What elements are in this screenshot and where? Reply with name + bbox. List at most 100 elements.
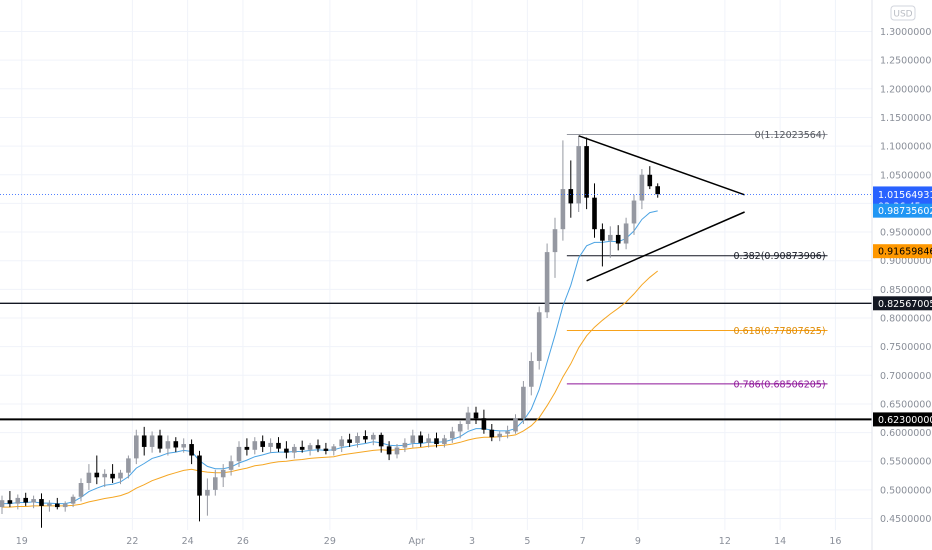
candle[interactable] bbox=[552, 217, 558, 278]
candle[interactable] bbox=[220, 464, 226, 488]
candle[interactable] bbox=[442, 434, 447, 448]
candle[interactable] bbox=[149, 431, 155, 453]
candle[interactable] bbox=[615, 225, 621, 251]
candle[interactable] bbox=[513, 414, 518, 434]
candle[interactable] bbox=[70, 494, 76, 508]
candle[interactable] bbox=[608, 226, 613, 258]
candle[interactable] bbox=[560, 140, 566, 241]
candle[interactable] bbox=[15, 494, 21, 510]
candle[interactable] bbox=[244, 438, 250, 456]
candle[interactable] bbox=[39, 493, 44, 528]
candle[interactable] bbox=[181, 438, 186, 453]
candle[interactable] bbox=[394, 444, 400, 459]
candle[interactable] bbox=[592, 183, 597, 238]
candle[interactable] bbox=[426, 433, 431, 448]
candle[interactable] bbox=[505, 425, 510, 439]
candle[interactable] bbox=[307, 442, 313, 456]
candle[interactable] bbox=[189, 439, 194, 465]
candle[interactable] bbox=[536, 306, 542, 370]
candle[interactable] bbox=[331, 444, 337, 456]
candle[interactable] bbox=[568, 160, 574, 218]
candle[interactable] bbox=[197, 450, 202, 522]
candle[interactable] bbox=[47, 500, 52, 512]
candle[interactable] bbox=[173, 437, 179, 453]
candle[interactable] bbox=[450, 426, 455, 443]
candle[interactable] bbox=[584, 137, 589, 210]
candle[interactable] bbox=[465, 406, 471, 430]
triangle-pattern bbox=[578, 135, 745, 282]
candle[interactable] bbox=[489, 424, 495, 442]
candle[interactable] bbox=[386, 441, 392, 461]
candle[interactable] bbox=[647, 166, 653, 190]
candle[interactable] bbox=[363, 430, 368, 443]
y-tick-label: 0.90000000 bbox=[880, 256, 932, 267]
candle[interactable] bbox=[323, 442, 329, 455]
candle[interactable] bbox=[473, 406, 479, 424]
candle[interactable] bbox=[457, 421, 463, 439]
candle[interactable] bbox=[7, 491, 13, 508]
candle[interactable] bbox=[110, 464, 115, 484]
candle[interactable] bbox=[434, 432, 439, 448]
candle-body bbox=[260, 441, 265, 447]
price-axis[interactable]: 1.30000000 1.25000000 1.20000000 1.15000000… bbox=[880, 27, 932, 525]
candle[interactable] bbox=[165, 435, 171, 456]
candle[interactable] bbox=[639, 169, 645, 210]
candle[interactable] bbox=[0, 495, 5, 514]
candle[interactable] bbox=[141, 426, 147, 456]
candle[interactable] bbox=[213, 469, 218, 496]
candle[interactable] bbox=[228, 455, 234, 476]
candle[interactable] bbox=[134, 429, 139, 465]
y-tick-label: 0.95000000 bbox=[880, 228, 932, 239]
candle[interactable] bbox=[521, 381, 526, 424]
candle[interactable] bbox=[23, 492, 28, 506]
candle[interactable] bbox=[126, 455, 131, 479]
candle[interactable] bbox=[62, 501, 68, 512]
candle[interactable] bbox=[292, 444, 297, 459]
candle[interactable] bbox=[600, 223, 605, 267]
candle[interactable] bbox=[497, 431, 502, 442]
candle[interactable] bbox=[576, 135, 581, 212]
candle[interactable] bbox=[315, 439, 321, 453]
candle[interactable] bbox=[118, 469, 123, 485]
candle[interactable] bbox=[418, 431, 423, 447]
currency-badge[interactable]: USD bbox=[890, 5, 916, 21]
candle-body bbox=[236, 446, 242, 462]
candle[interactable] bbox=[299, 440, 305, 453]
candle-body bbox=[149, 435, 155, 447]
candle[interactable] bbox=[284, 441, 289, 459]
candle[interactable] bbox=[631, 194, 637, 235]
candle[interactable] bbox=[86, 464, 92, 490]
candle[interactable] bbox=[355, 432, 360, 448]
candle[interactable] bbox=[94, 455, 100, 485]
candle[interactable] bbox=[655, 183, 660, 198]
candle[interactable] bbox=[260, 435, 265, 453]
candle[interactable] bbox=[371, 432, 376, 446]
fib-level-label: 0(1.12023564) bbox=[755, 130, 826, 141]
triangle-trendline[interactable] bbox=[586, 211, 745, 282]
candle[interactable] bbox=[623, 217, 629, 250]
candle[interactable] bbox=[378, 432, 384, 453]
candle[interactable] bbox=[347, 433, 352, 447]
candle[interactable] bbox=[529, 352, 534, 396]
candle[interactable] bbox=[481, 409, 487, 434]
candlesticks[interactable] bbox=[0, 135, 660, 528]
candle[interactable] bbox=[205, 478, 210, 516]
candle[interactable] bbox=[31, 495, 36, 509]
candle[interactable] bbox=[252, 437, 258, 455]
time-axis[interactable]: 19 22 24 26 29 Apr 3 5 7 9 12 14 16 bbox=[16, 536, 842, 547]
candle[interactable] bbox=[544, 243, 550, 318]
candle-body bbox=[450, 431, 455, 439]
candle[interactable] bbox=[410, 429, 416, 448]
candle[interactable] bbox=[268, 438, 273, 453]
candle[interactable] bbox=[78, 478, 84, 502]
candle[interactable] bbox=[55, 497, 60, 510]
triangle-trendline[interactable] bbox=[578, 135, 745, 196]
candle[interactable] bbox=[157, 429, 163, 453]
candle[interactable] bbox=[402, 438, 408, 453]
candle[interactable] bbox=[236, 441, 242, 467]
candle-body bbox=[299, 446, 305, 450]
candle[interactable] bbox=[339, 436, 344, 453]
candle[interactable] bbox=[276, 437, 281, 453]
candle[interactable] bbox=[102, 469, 107, 488]
